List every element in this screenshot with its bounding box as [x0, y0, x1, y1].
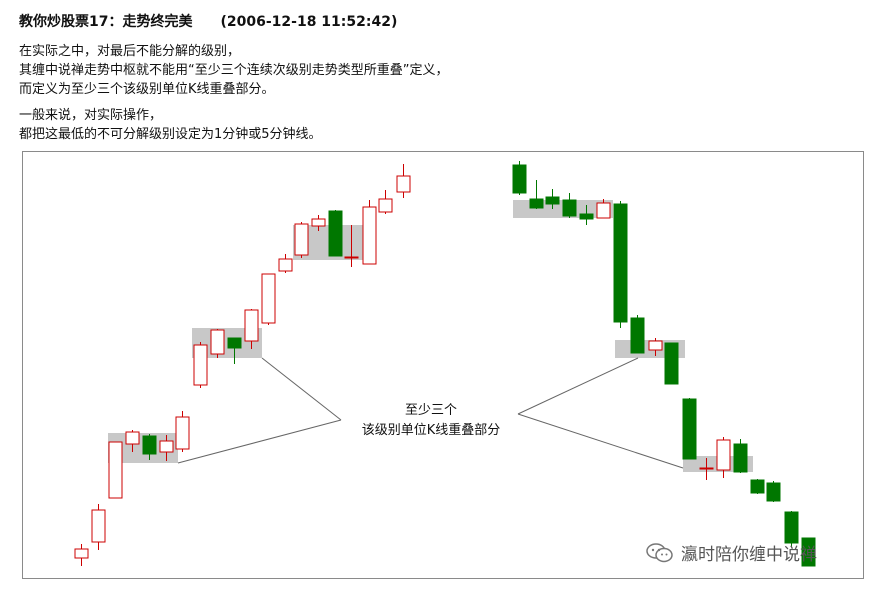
- candle-body-down: [142, 435, 157, 455]
- candle-body-down: [579, 213, 594, 220]
- candle-body-up: [74, 548, 89, 559]
- candle-body-up: [596, 202, 611, 219]
- candle-body-down: [328, 210, 343, 257]
- candle-body-up: [175, 416, 190, 450]
- candle-body-down: [512, 164, 527, 194]
- paragraph-1-line-3: 而定义为至少三个该级别单位K线重叠部分。: [19, 82, 275, 97]
- pointer-line: [261, 357, 342, 421]
- candle-body-down: [562, 199, 577, 217]
- candle-body-down: [227, 337, 242, 349]
- candle-body-up: [210, 329, 225, 355]
- candle-body-down: [784, 511, 799, 544]
- candle-body-down: [630, 317, 645, 354]
- candle-body-down: [733, 443, 748, 473]
- paragraph-2-line-2: 都把这最低的不可分解级别设定为1分钟或5分钟线。: [19, 127, 322, 142]
- title-text: 教你炒股票17：走势终完美: [19, 14, 193, 30]
- candle-body-up: [108, 441, 123, 499]
- pointer-line: [517, 357, 639, 415]
- candle-body-up: [125, 431, 140, 445]
- candle-body-up: [396, 175, 411, 193]
- paragraph-1-line-2: 其缠中说禅走势中枢就不能用“至少三个连续次级别走势类型所重叠”定义，: [19, 63, 449, 78]
- paragraph-1: 在实际之中，对最后不能分解的级别， 其缠中说禅走势中枢就不能用“至少三个连续次级…: [19, 42, 448, 99]
- candle-body-up: [159, 440, 174, 453]
- diagram-label-line-1: 至少三个: [405, 403, 457, 418]
- candle-body-up: [278, 258, 293, 272]
- article-title: 教你炒股票17：走势终完美 (2006-12-18 11:52:42): [19, 11, 397, 31]
- candle-body-up: [378, 198, 393, 213]
- candle-body-up: [193, 344, 208, 386]
- candlestick-diagram: 至少三个 该级别单位K线重叠部分: [22, 151, 864, 579]
- watermark-text: 瀛时陪你缠中说禅: [681, 545, 817, 565]
- diagram-canvas: 至少三个 该级别单位K线重叠部分: [74, 161, 816, 567]
- candle-body-up: [362, 206, 377, 265]
- candle-body-down: [545, 196, 560, 205]
- diagram-label-line-2: 该级别单位K线重叠部分: [362, 422, 501, 438]
- candle-body-down: [801, 537, 816, 567]
- candle-body-up: [261, 273, 276, 324]
- candle-body-down: [750, 479, 765, 494]
- pointer-lines: [177, 357, 684, 469]
- candle-body-up: [311, 218, 326, 227]
- title-timestamp: (2006-12-18 11:52:42): [220, 14, 398, 30]
- candle-body-down: [529, 198, 544, 209]
- paragraph-2: 一般来说，对实际操作， 都把这最低的不可分解级别设定为1分钟或5分钟线。: [19, 106, 322, 144]
- candlesticks: [74, 161, 816, 567]
- candle-body-up: [648, 340, 663, 351]
- wechat-icon: [645, 542, 675, 564]
- candle-body-down: [664, 342, 679, 385]
- paragraph-2-line-1: 一般来说，对实际操作，: [19, 108, 163, 123]
- candle-body-up: [699, 467, 714, 470]
- candle-body-up: [91, 509, 106, 543]
- paragraph-1-line-1: 在实际之中，对最后不能分解的级别，: [19, 44, 241, 59]
- candle-body-up: [716, 439, 731, 471]
- candle-body-up: [344, 256, 359, 259]
- pointer-line: [177, 419, 342, 464]
- candle-body-up: [294, 223, 309, 256]
- pointer-line: [517, 413, 684, 469]
- candle-body-down: [613, 203, 628, 323]
- candle-body-down: [766, 482, 781, 502]
- candle-body-down: [682, 398, 697, 460]
- watermark: 瀛时陪你缠中说禅: [645, 540, 817, 565]
- candle-body-up: [244, 309, 259, 342]
